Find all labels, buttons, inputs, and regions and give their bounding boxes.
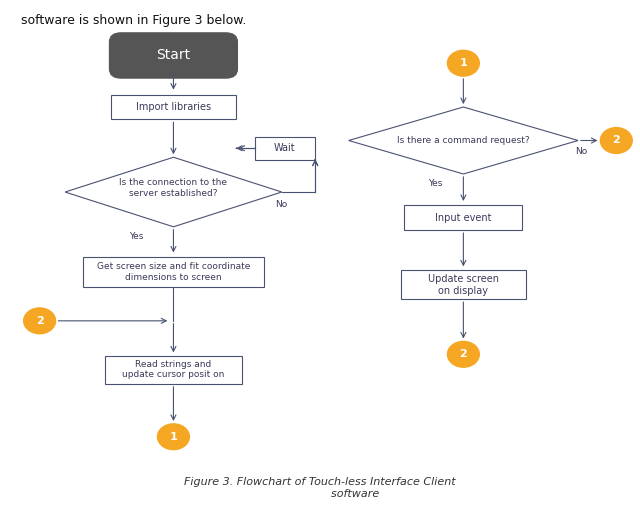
Text: 2: 2 <box>460 349 467 359</box>
Text: Figure 3. Flowchart of Touch-less Interface Client
                    software: Figure 3. Flowchart of Touch-less Interf… <box>184 478 456 499</box>
Circle shape <box>600 127 632 153</box>
Text: 2: 2 <box>36 316 44 326</box>
FancyBboxPatch shape <box>83 257 264 287</box>
Circle shape <box>157 424 189 450</box>
Polygon shape <box>349 107 578 174</box>
FancyBboxPatch shape <box>401 270 525 299</box>
FancyBboxPatch shape <box>111 95 236 119</box>
Text: 2: 2 <box>612 136 620 146</box>
Text: Is the connection to the
server established?: Is the connection to the server establis… <box>120 178 227 197</box>
Text: Import libraries: Import libraries <box>136 102 211 112</box>
Text: Get screen size and fit coordinate
dimensions to screen: Get screen size and fit coordinate dimen… <box>97 262 250 282</box>
Text: Is there a command request?: Is there a command request? <box>397 136 530 145</box>
Text: 1: 1 <box>170 431 177 442</box>
Text: Yes: Yes <box>129 232 143 240</box>
Text: Wait: Wait <box>274 143 296 153</box>
FancyBboxPatch shape <box>255 137 316 160</box>
Text: software is shown in Figure 3 below.: software is shown in Figure 3 below. <box>20 15 246 27</box>
Circle shape <box>24 308 56 334</box>
FancyBboxPatch shape <box>105 355 242 384</box>
Text: Read strings and
update cursor posit on: Read strings and update cursor posit on <box>122 360 225 380</box>
FancyBboxPatch shape <box>404 206 522 230</box>
Text: Yes: Yes <box>428 179 443 188</box>
Circle shape <box>447 50 479 76</box>
FancyBboxPatch shape <box>109 33 237 78</box>
Text: 1: 1 <box>460 58 467 68</box>
Text: Update screen
on display: Update screen on display <box>428 274 499 296</box>
Text: No: No <box>575 147 587 156</box>
Text: No: No <box>275 200 287 209</box>
Text: Input event: Input event <box>435 213 492 223</box>
Circle shape <box>447 341 479 367</box>
Polygon shape <box>65 157 282 227</box>
Text: Start: Start <box>156 49 191 63</box>
